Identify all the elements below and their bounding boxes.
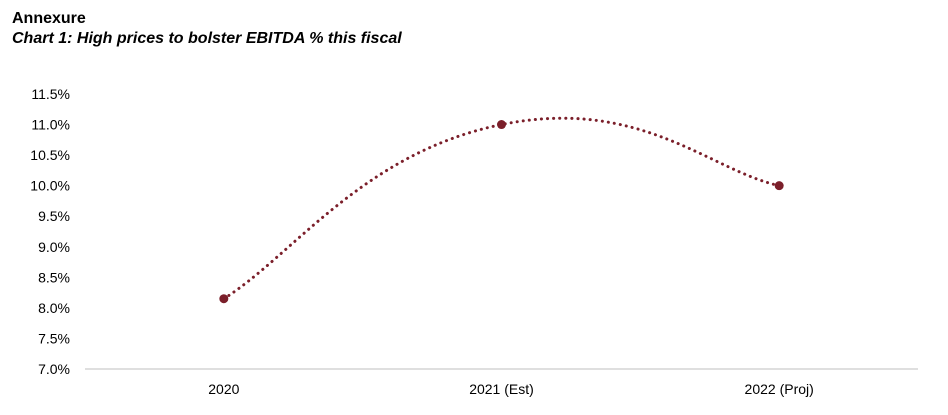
y-tick-label: 11.5% bbox=[31, 86, 70, 102]
data-point-marker bbox=[774, 181, 784, 191]
y-tick-label: 9.0% bbox=[38, 239, 70, 255]
data-point-marker bbox=[219, 294, 229, 304]
y-tick-label: 10.0% bbox=[30, 178, 70, 194]
chart-title: Chart 1: High prices to bolster EBITDA %… bbox=[12, 30, 402, 47]
x-tick-label: 2020 bbox=[208, 381, 239, 397]
y-tick-label: 11.0% bbox=[31, 117, 70, 133]
series-markers bbox=[219, 120, 784, 304]
y-tick-label: 7.5% bbox=[38, 330, 70, 346]
x-tick-label: 2021 (Est) bbox=[469, 381, 534, 397]
x-tick-label: 2022 (Proj) bbox=[745, 381, 814, 397]
y-tick-label: 8.0% bbox=[38, 300, 70, 316]
series-line-ebitda bbox=[222, 116, 781, 301]
x-axis-ticks: 2020 2021 (Est) 2022 (Proj) bbox=[208, 381, 814, 397]
data-point-marker bbox=[497, 120, 506, 130]
y-tick-label: 7.0% bbox=[38, 361, 70, 377]
y-axis-ticks: 7.0% 7.5% 8.0% 8.5% 9.0% 9.5% 10.0% 10.5% 11.0% 1… bbox=[30, 86, 70, 377]
y-tick-label: 9.5% bbox=[38, 208, 70, 224]
y-tick-label: 10.5% bbox=[30, 147, 70, 163]
y-tick-label: 8.5% bbox=[38, 269, 70, 285]
annexure-heading: Annexure bbox=[12, 10, 86, 27]
